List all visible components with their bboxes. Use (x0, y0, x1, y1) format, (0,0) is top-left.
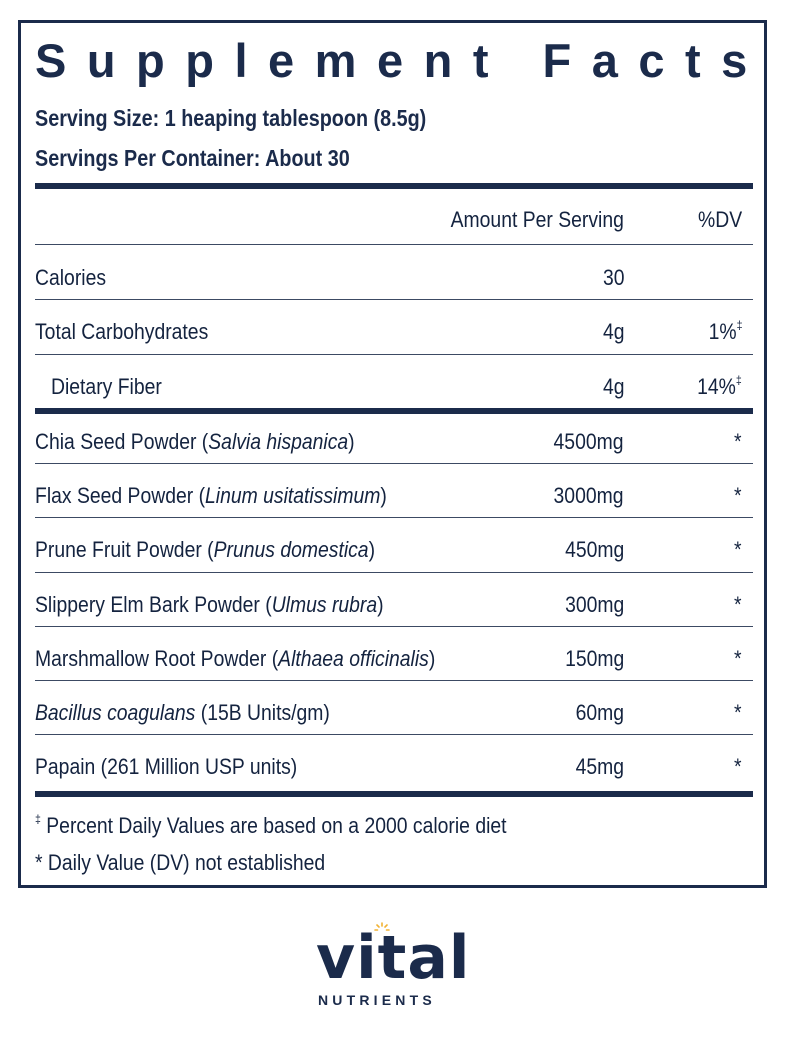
footnote-not-established: * Daily Value (DV) not established (35, 850, 326, 875)
row-amount: 3000mg (554, 483, 624, 508)
row-dv: * (734, 429, 742, 454)
row-name: Prune Fruit Powder (Prunus domestica) (35, 537, 376, 562)
row-amount: 60mg (575, 700, 624, 725)
row-name: Marshmallow Root Powder (Althaea officin… (35, 646, 436, 671)
footnote-daily-values: ‡ Percent Daily Values are based on a 20… (35, 812, 507, 838)
row-amount: 4500mg (554, 429, 624, 454)
row-amount: 150mg (564, 646, 624, 671)
row-dv: * (734, 646, 742, 671)
row-dv: * (734, 483, 742, 508)
row-dv: 14%‡ (697, 373, 742, 399)
row-name: Flax Seed Powder (Linum usitatissimum) (35, 483, 387, 508)
row-dv: * (734, 700, 742, 725)
divider (35, 680, 753, 681)
divider (35, 463, 753, 464)
row-dv: * (734, 592, 742, 617)
row-name: Calories (35, 265, 107, 290)
divider (35, 572, 753, 573)
sun-icon (374, 922, 390, 931)
row-name: Papain (261 Million USP units) (35, 754, 298, 779)
divider (35, 626, 753, 627)
panel-title: Supplement Facts (35, 34, 768, 87)
divider-thick (35, 791, 753, 797)
row-amount: 300mg (564, 592, 624, 617)
row-amount: 30 (602, 265, 624, 290)
header-amount: Amount Per Serving (450, 207, 624, 232)
row-dv: * (734, 537, 742, 562)
row-name: Slippery Elm Bark Powder (Ulmus rubra) (35, 592, 384, 617)
brand-name: vital (316, 923, 471, 993)
divider (35, 517, 753, 518)
row-amount: 45mg (575, 754, 624, 779)
row-amount: 4g (602, 319, 624, 344)
brand-logo: vital NUTRIENTS (316, 922, 476, 1012)
servings-per-container: Servings Per Container: About 30 (35, 145, 350, 171)
divider (35, 354, 753, 355)
header-dv: %DV (697, 207, 742, 232)
divider (35, 734, 753, 735)
row-name: Total Carbohydrates (35, 319, 209, 344)
row-name: Dietary Fiber (51, 374, 162, 399)
row-dv: 1%‡ (708, 318, 742, 344)
divider (35, 299, 753, 300)
supplement-facts-panel: Supplement Facts Serving Size: 1 heaping… (18, 20, 767, 888)
divider (35, 244, 753, 245)
row-dv: * (734, 754, 742, 779)
row-name: Chia Seed Powder (Salvia hispanica) (35, 429, 355, 454)
divider-thick (35, 183, 753, 189)
row-name: Bacillus coagulans (15B Units/gm) (35, 700, 330, 725)
row-amount: 450mg (564, 537, 624, 562)
divider-thick (35, 408, 753, 414)
row-amount: 4g (602, 374, 624, 399)
serving-size: Serving Size: 1 heaping tablespoon (8.5g… (35, 105, 427, 131)
brand-subtitle: NUTRIENTS (318, 992, 436, 1008)
